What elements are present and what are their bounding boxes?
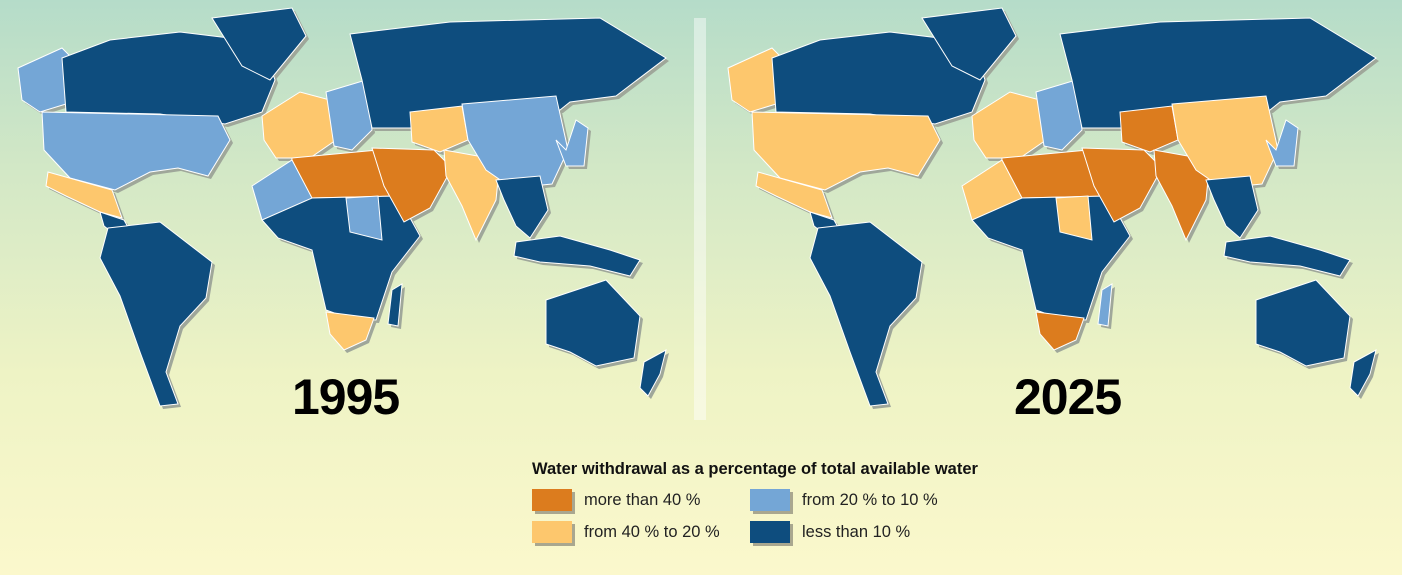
legend-swatch: [750, 521, 790, 543]
region-europe-west: [971, 91, 1047, 159]
region-europe-west: [261, 91, 337, 159]
region-south-america: [99, 221, 213, 407]
legend: Water withdrawal as a percentage of tota…: [532, 460, 978, 543]
region-usa: [41, 111, 231, 191]
region-new-zealand: [1349, 349, 1377, 397]
region-greenland: [211, 7, 307, 81]
legend-swatch: [532, 521, 572, 543]
region-new-zealand: [639, 349, 667, 397]
legend-label: more than 40 %: [584, 490, 701, 509]
legend-item-20-to-10: from 20 % to 10 %: [750, 489, 970, 511]
region-indonesia: [1223, 235, 1351, 277]
legend-swatch: [532, 489, 572, 511]
region-korea-japan: [1265, 119, 1299, 167]
legend-item-more-than-40: more than 40 %: [532, 489, 750, 511]
region-southern-africa: [1035, 311, 1085, 351]
region-central-asia: [1119, 105, 1179, 153]
world-map-2025: [727, 7, 1379, 409]
legend-label: from 20 % to 10 %: [802, 490, 938, 509]
legend-title: Water withdrawal as a percentage of tota…: [532, 460, 978, 478]
region-europe-east: [325, 79, 373, 151]
region-southeast-asia: [1205, 175, 1259, 239]
region-central-asia: [409, 105, 469, 153]
legend-item-40-to-20: from 40 % to 20 %: [532, 521, 750, 543]
region-canada: [61, 31, 276, 125]
region-sudan: [345, 195, 383, 241]
legend-swatch: [750, 489, 790, 511]
region-canada: [771, 31, 986, 125]
region-southern-africa: [325, 311, 375, 351]
map-1995: [0, 0, 692, 430]
region-madagascar: [387, 283, 403, 327]
region-australia: [1255, 279, 1351, 367]
world-map-1995: [17, 7, 669, 409]
year-label-1995: 1995: [292, 369, 400, 425]
region-greenland: [921, 7, 1017, 81]
region-russia: [1059, 17, 1377, 129]
region-russia: [349, 17, 667, 129]
legend-label: less than 10 %: [802, 522, 911, 541]
region-sudan: [1055, 195, 1093, 241]
region-korea-japan: [555, 119, 589, 167]
region-europe-east: [1035, 79, 1083, 151]
region-usa: [751, 111, 941, 191]
region-indonesia: [513, 235, 641, 277]
legend-item-less-than-10: less than 10 %: [750, 521, 970, 543]
panel-divider: [694, 18, 706, 420]
legend-label: from 40 % to 20 %: [584, 522, 720, 541]
map-2025: [710, 0, 1402, 430]
region-australia: [545, 279, 641, 367]
year-label-2025: 2025: [1014, 369, 1122, 425]
region-madagascar: [1097, 283, 1113, 327]
region-south-america: [809, 221, 923, 407]
region-southeast-asia: [495, 175, 549, 239]
